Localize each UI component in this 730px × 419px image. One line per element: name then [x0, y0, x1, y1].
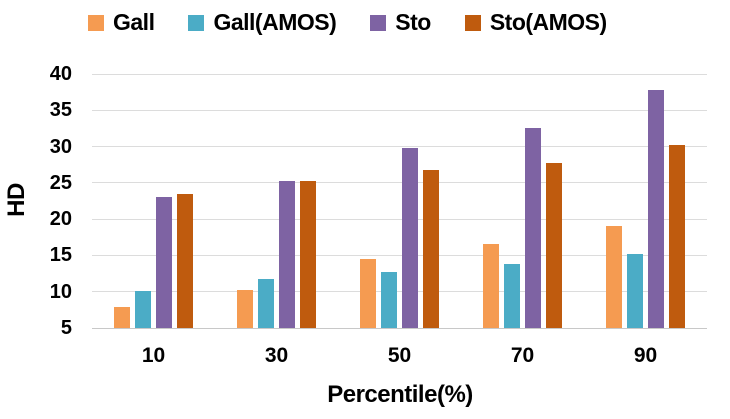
bar-sto-70 [525, 127, 541, 328]
gridline-10 [92, 291, 707, 293]
x-tick-label-50: 50 [387, 344, 412, 367]
legend-label-sto: Sto [395, 9, 431, 35]
legend-item-sto-amos: Sto(AMOS) [464, 9, 607, 36]
bar-sto-50 [402, 148, 418, 328]
bar-gall-50 [360, 259, 376, 328]
bar-sto-30 [279, 180, 295, 328]
legend-item-gall-amos: Gall(AMOS) [188, 9, 337, 36]
y-tick-label-25: 25 [49, 171, 72, 194]
y-tick-label-30: 30 [49, 135, 72, 158]
legend-swatch-sto [370, 14, 387, 31]
legend-swatch-sto-amos [464, 14, 481, 31]
legend-label-sto-amos: Sto(AMOS) [489, 9, 607, 35]
plot-area [92, 73, 707, 329]
bar-gall-30 [237, 290, 253, 328]
y-tick-label-10: 10 [49, 280, 72, 303]
gridline-40 [92, 73, 707, 75]
gridline-20 [92, 218, 707, 220]
bar-gall-amos-90 [627, 253, 643, 328]
bar-gall-amos-50 [381, 272, 397, 328]
gridline-15 [92, 254, 707, 256]
chart-legend: Gall Gall(AMOS) Sto Sto(AMOS) [88, 9, 607, 36]
x-tick-label-30: 30 [264, 344, 289, 367]
bar-gall-70 [483, 243, 499, 328]
bar-gall-amos-10 [135, 291, 151, 328]
x-tick-label-10: 10 [141, 344, 166, 367]
bar-sto-amos-70 [546, 162, 562, 328]
gridline-5 [92, 327, 707, 329]
gridline-35 [92, 109, 707, 111]
bar-sto-amos-10 [177, 194, 193, 328]
bar-group-50 [360, 148, 439, 328]
bar-sto-amos-50 [423, 169, 439, 328]
bar-sto-10 [156, 196, 172, 328]
legend-label-gall-amos: Gall(AMOS) [213, 9, 337, 35]
bar-group-70 [483, 127, 562, 328]
legend-swatch-gall [88, 14, 104, 31]
bar-sto-amos-90 [669, 145, 685, 328]
legend-item-gall: Gall [88, 9, 155, 36]
x-tick-label-90: 90 [633, 344, 658, 367]
bar-gall-10 [114, 306, 130, 328]
legend-swatch-gall-amos [188, 14, 205, 31]
legend-item-sto: Sto [370, 9, 431, 36]
y-tick-label-20: 20 [49, 208, 72, 231]
gridline-30 [92, 146, 707, 148]
bar-gall-90 [606, 225, 622, 328]
bar-group-90 [606, 89, 685, 328]
y-tick-label-5: 5 [60, 317, 72, 339]
x-axis-title: Percentile(%) [327, 381, 473, 408]
bar-gall-amos-70 [504, 264, 520, 328]
bar-group-10 [114, 194, 193, 328]
legend-label-gall: Gall [113, 9, 155, 35]
bar-sto-90 [648, 89, 664, 328]
bar-gall-amos-30 [258, 278, 274, 328]
bar-sto-amos-30 [300, 180, 316, 328]
x-tick-label-70: 70 [510, 344, 535, 367]
bar-group-30 [237, 180, 316, 328]
y-tick-label-15: 15 [49, 244, 72, 267]
gridline-25 [92, 182, 707, 184]
y-tick-label-35: 35 [49, 99, 72, 122]
y-tick-label-40: 40 [49, 63, 72, 85]
